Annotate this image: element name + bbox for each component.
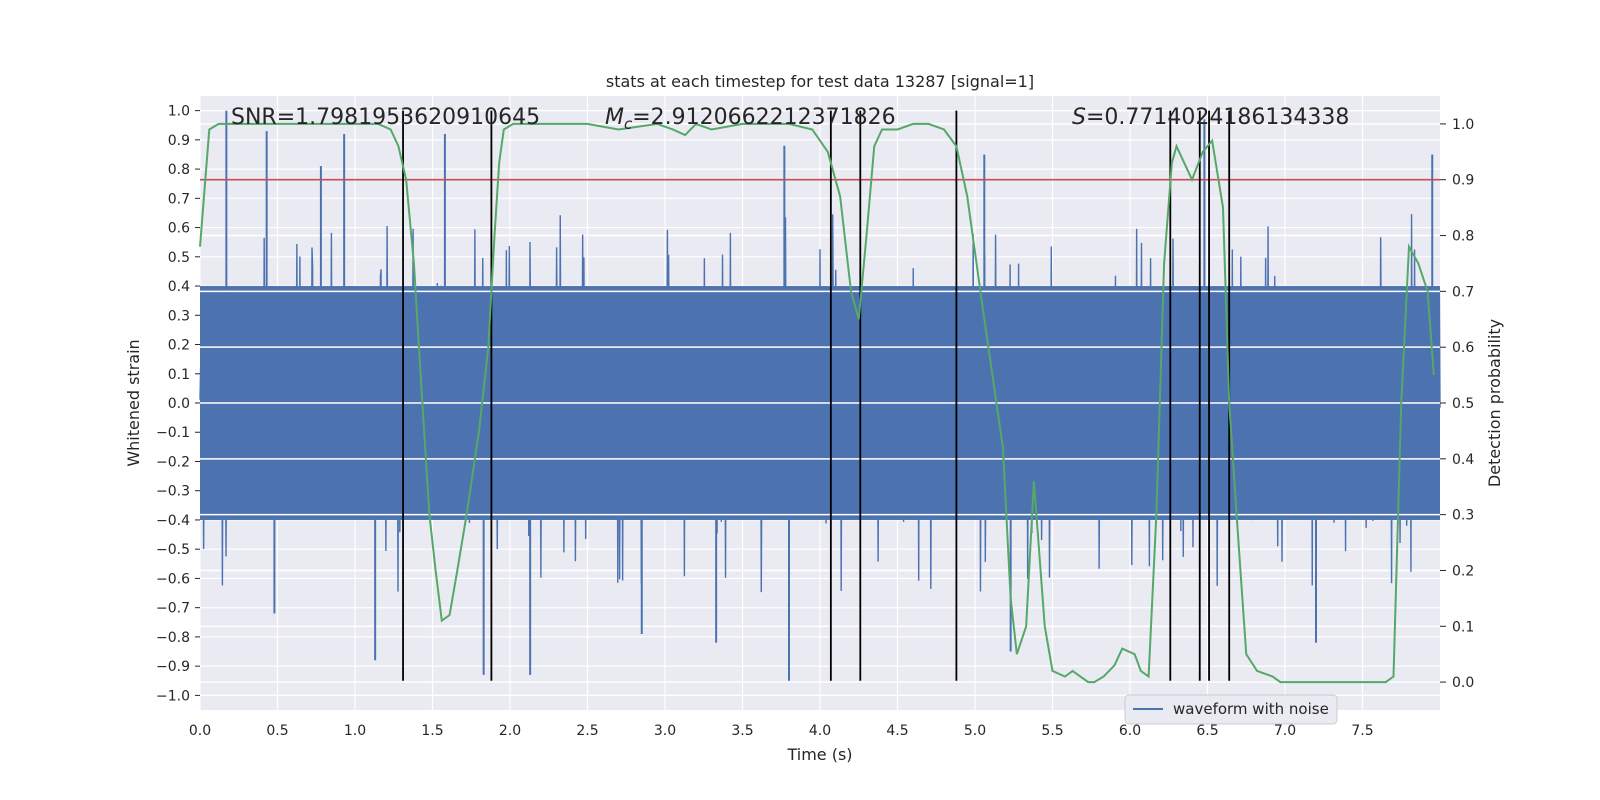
y-left-tick-label: −0.7	[156, 601, 190, 617]
x-tick-label: 4.0	[809, 723, 831, 739]
y-left-tick-label: 0.1	[168, 367, 190, 383]
detection-probability-series	[199, 122, 1435, 684]
mc-subscript: c	[624, 115, 633, 133]
y-left-tick-label: 0.8	[168, 162, 190, 178]
y-left-tick-label: −0.9	[156, 659, 190, 675]
y-left-tick-label: 0.2	[168, 338, 190, 354]
y-axis-left-ticks: 1.0 0.9 0.8 0.7 0.6 0.5 0.4 0.3 0.2 0.1 0.0 −0.1 −0.…	[156, 104, 200, 704]
x-tick-label: 5.0	[964, 723, 986, 739]
x-tick-label: 5.5	[1041, 723, 1063, 739]
y-right-tick-label: 0.1	[1452, 619, 1474, 635]
chart-title: stats at each timestep for test data 132…	[606, 72, 1034, 91]
y-left-tick-label: 0.3	[168, 308, 190, 324]
x-tick-label: 1.0	[344, 723, 366, 739]
x-axis-label: Time (s)	[786, 745, 852, 764]
y-right-tick-label: 0.4	[1452, 452, 1474, 468]
mc-value: =2.9120662212371826	[632, 105, 895, 130]
y-right-tick-label: 0.7	[1452, 284, 1474, 300]
y-left-tick-label: −0.8	[156, 630, 190, 646]
y-right-tick-label: 0.0	[1452, 675, 1474, 691]
x-tick-label: 3.5	[731, 723, 753, 739]
s-symbol: S	[1072, 105, 1086, 130]
x-tick-label: 0.5	[266, 723, 288, 739]
y-left-tick-label: −1.0	[156, 688, 190, 704]
y-left-tick-label: 1.0	[168, 104, 190, 120]
y-axis-left-label: Whitened strain	[124, 339, 143, 466]
mc-symbol: M	[605, 105, 624, 130]
y-right-tick-label: 0.6	[1452, 340, 1474, 356]
y-left-tick-label: −0.6	[156, 571, 190, 587]
y-left-tick-label: 0.6	[168, 221, 190, 237]
x-tick-label: 6.5	[1196, 723, 1218, 739]
s-annotation: S=0.7714024186134338	[1072, 105, 1349, 130]
x-tick-label: 4.5	[886, 723, 908, 739]
snr-annotation: SNR=1.7981953620910645	[231, 105, 540, 130]
y-left-tick-label: −0.3	[156, 484, 190, 500]
x-tick-label: 7.5	[1351, 723, 1373, 739]
y-right-tick-label: 0.3	[1452, 508, 1474, 524]
x-tick-label: 2.0	[499, 723, 521, 739]
y-right-tick-label: 0.2	[1452, 563, 1474, 579]
y-left-tick-label: 0.7	[168, 191, 190, 207]
waveform-series	[199, 110, 1441, 681]
y-left-tick-label: −0.5	[156, 542, 190, 558]
y-axis-right-label: Detection probability	[1485, 319, 1504, 487]
x-tick-label: 7.0	[1274, 723, 1296, 739]
y-axis-right-ticks: 1.0 0.9 0.8 0.7 0.6 0.5 0.4 0.3 0.2 0.1 0.0	[1440, 117, 1474, 691]
y-right-tick-label: 1.0	[1452, 117, 1474, 133]
s-value: =0.7714024186134338	[1086, 105, 1349, 130]
y-right-tick-label: 0.5	[1452, 396, 1474, 412]
y-left-tick-label: 0.9	[168, 133, 190, 149]
y-left-tick-label: −0.2	[156, 454, 190, 470]
y-left-tick-label: 0.0	[168, 396, 190, 412]
detection-probability-line	[199, 122, 1435, 684]
legend-box	[1124, 694, 1338, 725]
legend-label-waveform: waveform with noise	[1173, 700, 1329, 718]
y-left-tick-label: −0.1	[156, 425, 190, 441]
y-right-tick-label: 0.8	[1452, 229, 1474, 245]
x-tick-label: 1.5	[421, 723, 443, 739]
x-tick-label: 2.5	[576, 723, 598, 739]
x-tick-label: 3.0	[654, 723, 676, 739]
mc-annotation: Mc=2.9120662212371826	[605, 105, 896, 133]
y-right-tick-label: 0.9	[1452, 173, 1474, 189]
legend: waveform with noise	[1124, 694, 1338, 725]
x-tick-label: 0.0	[189, 723, 211, 739]
y-left-tick-label: −0.4	[156, 513, 190, 529]
y-left-tick-label: 0.4	[168, 279, 190, 295]
x-tick-label: 6.0	[1119, 723, 1141, 739]
x-axis-ticks: 0.0 0.5 1.0 1.5 2.0 2.5 3.0 3.5 4.0 4.5 5.0 5.5 6.0 6…	[189, 723, 1374, 739]
y-left-tick-label: 0.5	[168, 250, 190, 266]
